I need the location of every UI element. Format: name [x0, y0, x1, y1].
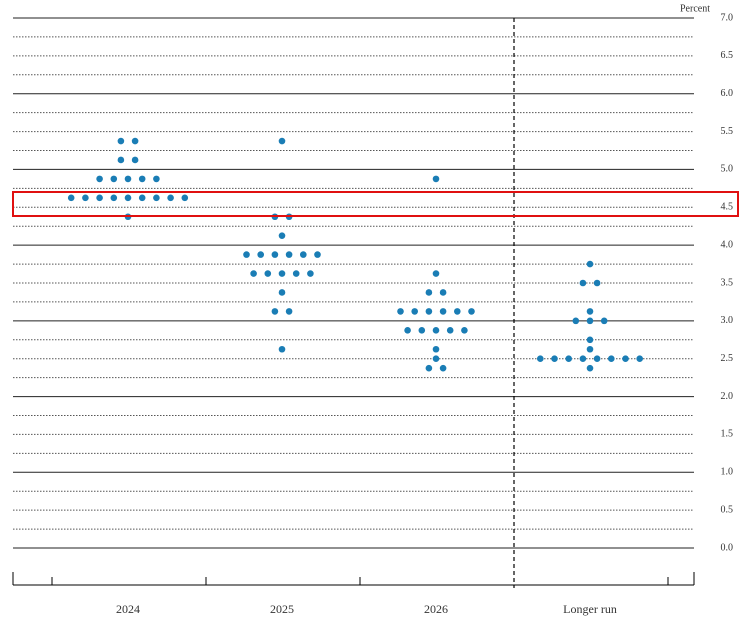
- x-tick-label: Longer run: [563, 602, 617, 616]
- dot: [586, 345, 594, 353]
- dot: [124, 194, 132, 202]
- y-tick-label: 1.0: [721, 467, 734, 478]
- dot: [411, 308, 419, 315]
- dot: [67, 194, 75, 202]
- dot: [439, 308, 447, 315]
- dot: [636, 355, 643, 363]
- dot: [96, 194, 103, 202]
- dot: [110, 194, 118, 202]
- dot: [418, 327, 426, 334]
- dot: [96, 175, 103, 183]
- y-tick-label: 3.0: [721, 315, 734, 326]
- dot: [300, 251, 307, 258]
- y-tick-label: 2.0: [721, 391, 734, 402]
- dot: [278, 289, 286, 296]
- dot: [432, 345, 440, 353]
- dot: [461, 327, 468, 334]
- dot: [82, 194, 89, 202]
- dot: [153, 175, 160, 183]
- y-tick-label: 0.0: [721, 542, 734, 553]
- dot: [110, 175, 118, 183]
- y-tick-label: 0.5: [721, 504, 734, 515]
- dot: [579, 355, 587, 363]
- dot: [278, 137, 286, 145]
- dot: [622, 355, 629, 363]
- dot: [579, 279, 587, 287]
- x-axis: [12, 572, 695, 586]
- dot: [432, 355, 440, 363]
- x-tick-label: 2026: [424, 602, 448, 616]
- x-tick-label: 2025: [270, 602, 294, 616]
- dot: [181, 194, 189, 202]
- dot: [131, 156, 139, 164]
- dot: [565, 355, 572, 363]
- dot: [131, 137, 139, 145]
- dot: [285, 251, 293, 258]
- dot: [138, 175, 146, 183]
- dot: [138, 194, 146, 202]
- dot: [271, 251, 279, 258]
- dot: [314, 251, 321, 258]
- dot: [307, 270, 314, 277]
- dot: [586, 317, 594, 325]
- dot: [432, 327, 440, 334]
- dot: [432, 175, 440, 183]
- y-tick-label: 3.5: [721, 277, 734, 288]
- dot: [124, 175, 132, 183]
- dot: [446, 327, 454, 334]
- dot: [285, 308, 293, 315]
- y-tick-label: 5.5: [721, 126, 734, 137]
- y-tick-label: 4.5: [721, 202, 734, 213]
- y-tick-label: 6.0: [721, 88, 734, 99]
- dot: [439, 289, 447, 296]
- dot: [292, 270, 300, 277]
- dot: [264, 270, 272, 277]
- y-tick-label: 5.0: [721, 164, 734, 175]
- dot: [278, 345, 286, 353]
- dot: [243, 251, 250, 258]
- dot: [167, 194, 174, 202]
- y-tick-label: 2.5: [721, 353, 734, 364]
- dot: [586, 336, 594, 344]
- y-tick-label: 4.0: [721, 239, 734, 250]
- y-axis-label: Percent: [680, 3, 710, 14]
- dot: [425, 364, 433, 372]
- dot: [593, 279, 601, 287]
- dot: [608, 355, 615, 363]
- dot: [250, 270, 257, 277]
- highlight-box: [12, 191, 739, 217]
- dot: [593, 355, 601, 363]
- dot: [278, 270, 286, 277]
- dot: [271, 308, 279, 315]
- x-tick-label: 2024: [116, 602, 140, 616]
- y-tick-label: 6.5: [721, 50, 734, 61]
- dot: [432, 270, 440, 277]
- y-tick-label: 1.5: [721, 429, 734, 440]
- dot: [468, 308, 475, 315]
- dot: [425, 308, 433, 315]
- dot: [454, 308, 461, 315]
- dot: [586, 308, 594, 315]
- dot: [117, 156, 125, 164]
- dot: [439, 364, 447, 372]
- dot: [278, 232, 286, 239]
- dot: [537, 355, 544, 363]
- dot: [257, 251, 265, 258]
- dot: [586, 364, 594, 372]
- y-tick-label: 7.0: [721, 12, 734, 23]
- dot: [404, 327, 411, 334]
- dot: [153, 194, 160, 202]
- dot: [397, 308, 404, 315]
- dot: [551, 355, 558, 363]
- dot: [586, 260, 594, 268]
- dot: [425, 289, 433, 296]
- dot: [600, 317, 608, 325]
- dot: [572, 317, 580, 325]
- dot: [117, 137, 125, 145]
